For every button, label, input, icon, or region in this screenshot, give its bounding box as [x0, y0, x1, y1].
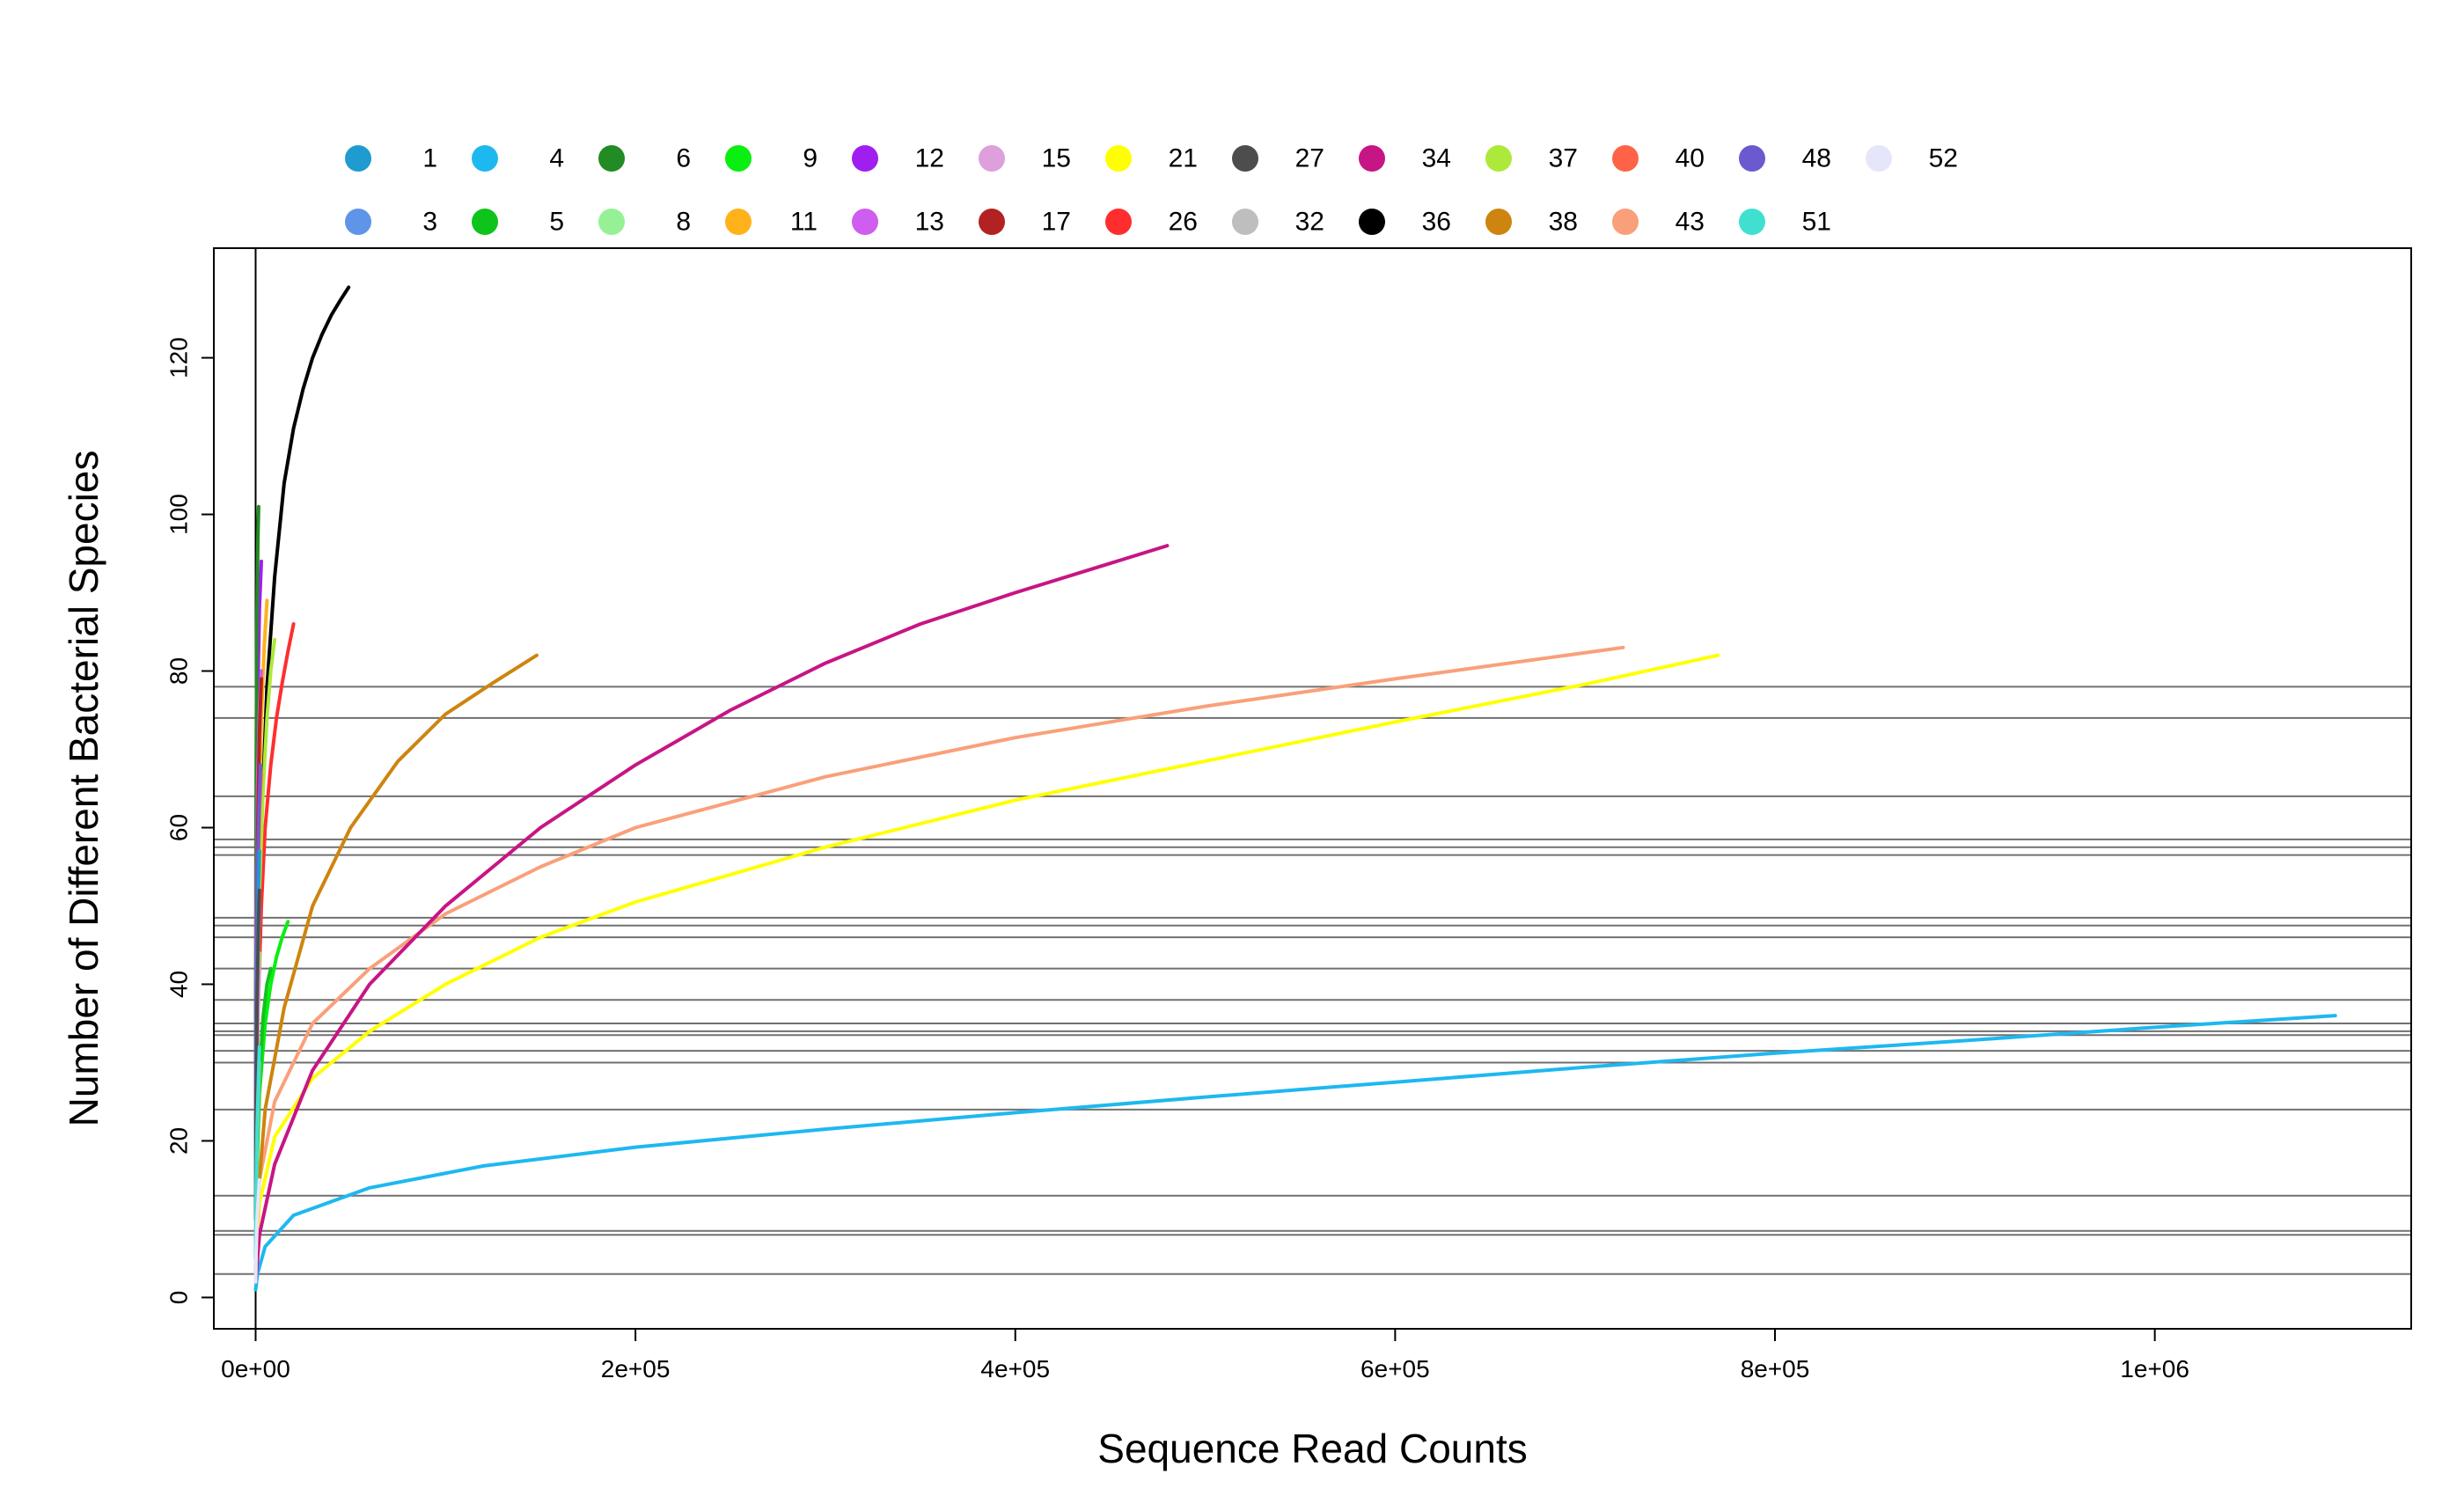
y-axis: 0 20 40 60 80 100 120: [165, 337, 214, 1305]
legend-swatch: [1105, 209, 1132, 235]
legend-swatch: [979, 209, 1005, 235]
series-line: [253, 1014, 2337, 1292]
x-axis-title: Sequence Read Counts: [1097, 1426, 1527, 1471]
legend-swatch: [1739, 209, 1765, 235]
y-tick-label: 20: [165, 1127, 193, 1155]
legend-swatch: [1105, 145, 1132, 172]
legend-label: 34: [1422, 144, 1451, 173]
x-tick-label: 6e+05: [1360, 1355, 1430, 1382]
legend-swatch: [345, 209, 371, 235]
legend-swatch: [1232, 209, 1258, 235]
legend-label: 21: [1169, 144, 1198, 173]
legend-label: 3: [422, 208, 437, 237]
legend-swatch: [472, 209, 498, 235]
x-tick-label: 4e+05: [980, 1355, 1050, 1382]
legend-label: 8: [676, 208, 691, 237]
legend-label: 43: [1676, 208, 1705, 237]
y-tick-label: 40: [165, 971, 193, 998]
legend-label: 37: [1549, 144, 1578, 173]
legend-label: 17: [1042, 208, 1071, 237]
x-tick-label: 0e+00: [221, 1355, 290, 1382]
legend-label: 27: [1295, 144, 1324, 173]
legend-label: 6: [676, 144, 691, 173]
legend-swatch: [1359, 145, 1385, 172]
series-line: [253, 1177, 261, 1284]
legend-label: 26: [1169, 208, 1198, 237]
y-tick-label: 80: [165, 657, 193, 685]
legend-label: 4: [549, 144, 564, 173]
legend-swatch: [1739, 145, 1765, 172]
legend-swatch: [472, 145, 498, 172]
legend-label: 13: [915, 208, 944, 237]
legend-label: 48: [1802, 144, 1831, 173]
legend-label: 11: [790, 208, 818, 237]
legend-swatch: [725, 209, 752, 235]
legend-label: 12: [915, 144, 944, 173]
legend-swatch: [1612, 145, 1639, 172]
legend-label: 1: [422, 144, 437, 173]
y-axis-title: Number of Different Bacterial Species: [61, 451, 106, 1127]
x-tick-label: 1e+06: [2120, 1355, 2189, 1382]
legend-label: 40: [1676, 144, 1705, 173]
legend-label: 32: [1295, 208, 1324, 237]
x-tick-label: 2e+05: [601, 1355, 671, 1382]
reference-lines: [214, 248, 2411, 1329]
legend: 1345689111213151721262732343637384043485…: [345, 144, 1958, 237]
legend-label: 38: [1549, 208, 1578, 237]
series-line: [253, 653, 1720, 1260]
y-tick-label: 120: [165, 337, 193, 378]
legend-swatch: [852, 145, 878, 172]
series-line: [253, 645, 1625, 1260]
y-tick-label: 60: [165, 814, 193, 841]
legend-label: 9: [803, 144, 818, 173]
legend-label: 36: [1422, 208, 1451, 237]
legend-swatch: [1485, 145, 1512, 172]
legend-swatch: [1232, 145, 1258, 172]
legend-swatch: [1866, 145, 1892, 172]
legend-label: 51: [1802, 208, 1831, 237]
legend-swatch: [1359, 209, 1385, 235]
y-tick-label: 0: [165, 1291, 193, 1305]
series-line: [253, 653, 539, 1276]
legend-label: 15: [1042, 144, 1071, 173]
legend-swatch: [725, 145, 752, 172]
series-lines: [253, 285, 2337, 1292]
y-tick-label: 100: [165, 494, 193, 535]
legend-label: 5: [549, 208, 564, 237]
legend-label: 52: [1929, 144, 1958, 173]
x-tick-label: 8e+05: [1741, 1355, 1810, 1382]
legend-swatch: [1485, 209, 1512, 235]
legend-swatch: [345, 145, 371, 172]
x-axis: 0e+00 2e+05 4e+05 6e+05 8e+05 1e+06: [221, 1328, 2189, 1382]
legend-swatch: [598, 209, 625, 235]
series-line: [253, 544, 1170, 1284]
legend-swatch: [979, 145, 1005, 172]
legend-swatch: [598, 145, 625, 172]
legend-swatch: [852, 209, 878, 235]
legend-swatch: [1612, 209, 1639, 235]
